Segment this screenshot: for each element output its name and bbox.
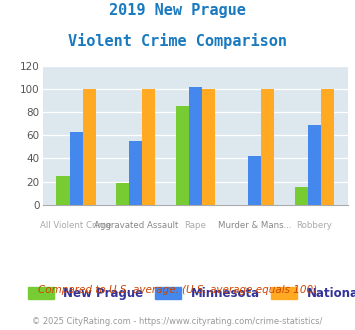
Bar — [308, 125, 321, 205]
Bar — [261, 89, 274, 205]
Bar — [321, 89, 334, 205]
Text: Violent Crime Comparison: Violent Crime Comparison — [68, 33, 287, 49]
Text: All Violent Crime: All Violent Crime — [40, 221, 112, 230]
Text: Murder & Mans...: Murder & Mans... — [218, 221, 291, 230]
Bar — [56, 176, 70, 205]
Bar — [70, 132, 83, 205]
Text: Aggravated Assault: Aggravated Assault — [93, 221, 178, 230]
Bar — [116, 183, 129, 205]
Text: 2019 New Prague: 2019 New Prague — [109, 3, 246, 18]
Bar — [142, 89, 155, 205]
Bar — [202, 89, 215, 205]
Bar — [83, 89, 96, 205]
Text: Robbery: Robbery — [296, 221, 332, 230]
Text: © 2025 CityRating.com - https://www.cityrating.com/crime-statistics/: © 2025 CityRating.com - https://www.city… — [32, 317, 323, 326]
Legend: New Prague, Minnesota, National: New Prague, Minnesota, National — [23, 282, 355, 305]
Bar — [248, 156, 261, 205]
Bar — [129, 141, 142, 205]
Bar — [295, 187, 308, 205]
Text: Compared to U.S. average. (U.S. average equals 100): Compared to U.S. average. (U.S. average … — [38, 285, 317, 295]
Bar — [176, 106, 189, 205]
Text: Rape: Rape — [184, 221, 206, 230]
Bar — [189, 87, 202, 205]
